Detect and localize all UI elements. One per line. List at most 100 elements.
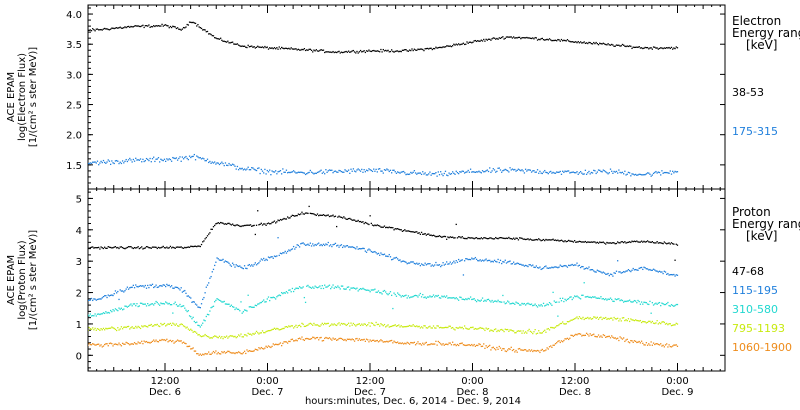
proton-point [376,323,378,326]
electron-point [379,51,381,53]
electron-point [619,45,621,47]
proton-point [50,329,51,330]
proton-point [402,260,405,262]
electron-point [92,28,94,30]
proton-point [198,306,200,308]
proton-point [53,300,54,301]
proton-point [603,242,606,244]
proton-point [279,294,282,297]
proton-point [106,312,108,314]
electron-point [101,161,103,164]
electron-point [284,47,286,49]
electron-point [178,28,180,30]
proton-point [666,273,668,275]
proton-point [314,285,316,287]
proton-point [471,257,473,259]
electron-point [322,49,325,51]
proton-point [583,334,585,337]
electron-point [483,171,485,173]
electron-point [484,40,486,42]
electron-point [556,40,558,42]
proton-point [88,342,90,345]
proton-point [265,224,267,226]
proton-point [54,317,55,318]
proton-point [203,240,205,242]
proton-point [590,241,593,243]
proton-point [273,220,276,222]
proton-point [425,327,427,329]
electron-point [229,42,231,44]
electron-point [222,40,224,42]
proton-point [142,285,144,287]
proton-point [484,347,486,350]
proton-point [423,343,425,346]
proton-point [349,325,351,327]
electron-point [667,47,669,49]
electron-point [400,50,402,53]
electron-point [203,158,205,160]
proton-point [668,323,670,325]
proton-point [253,333,255,335]
proton-point [642,303,644,305]
proton-point [138,342,140,344]
electron-point [627,45,630,48]
proton-point [175,340,178,342]
proton-point [400,296,402,298]
proton-point [648,241,650,243]
proton-point [296,326,298,329]
electron-point [291,171,294,173]
proton-point [489,237,491,239]
proton-point [75,247,76,248]
proton-point [278,254,280,257]
proton-point [188,315,191,317]
electron-point [55,32,56,33]
proton-point [178,325,180,327]
proton-point [520,263,522,266]
proton-point [334,324,337,326]
electron-point [180,160,182,162]
proton-point [542,267,545,269]
electron-point [99,29,101,31]
proton-point [422,327,424,329]
proton-point [67,345,68,346]
proton-point [109,327,112,329]
proton-point [480,345,482,348]
proton-point [524,304,527,306]
proton-point [566,266,569,268]
electron-point [590,171,593,174]
proton-point [90,344,93,346]
electron-point [517,168,520,170]
proton-point [475,328,478,330]
proton-point [346,245,349,247]
proton-point [265,301,267,303]
proton-point [536,332,539,334]
proton-point [538,304,540,306]
electron-point [530,37,533,40]
proton-point [371,251,374,253]
electron-point [233,164,235,166]
electron-point [570,171,572,174]
proton-point [667,346,669,348]
proton-point [651,241,654,243]
proton-point [138,326,140,329]
proton-point [259,332,261,334]
proton-point [554,239,557,241]
proton-point [572,335,575,337]
proton-point [645,322,648,324]
proton-point [315,214,317,217]
proton-point [594,335,596,338]
proton-point [545,304,547,307]
proton-point [654,242,656,244]
electron-point [307,49,309,52]
electron-point [541,172,543,175]
proton-point [565,265,567,267]
proton-point [320,336,322,339]
proton-point [633,340,636,342]
proton-point [546,267,548,269]
proton-point [120,307,123,309]
electron-point [161,159,163,161]
proton-point [229,223,231,225]
proton-point [541,268,543,270]
proton-point [192,245,194,248]
proton-point [63,299,64,300]
